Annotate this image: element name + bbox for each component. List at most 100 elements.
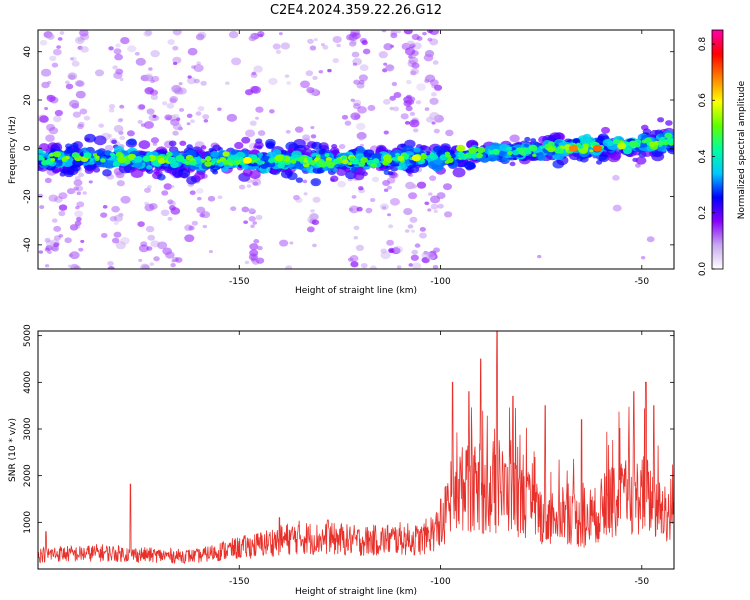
spectrogram-cell <box>379 203 389 211</box>
spectrogram-cell <box>597 135 604 141</box>
spectrogram-cell <box>78 247 84 252</box>
spectrogram-cell <box>53 242 60 248</box>
spectrogram-cell <box>409 111 416 116</box>
spectrogram-cell <box>161 190 169 196</box>
spectrogram-cell <box>169 98 177 104</box>
spectrogram-cell <box>250 224 255 228</box>
spectrogram-cell <box>127 138 137 146</box>
spectrogram-cell <box>172 123 182 130</box>
spectrogram-cell <box>145 225 155 233</box>
spectrogram-cell <box>217 107 222 111</box>
spectrogram-cell <box>68 99 80 108</box>
spectrogram-cell <box>437 203 444 209</box>
spectrogram-cell <box>79 108 88 115</box>
spectrogram-cell <box>179 107 185 112</box>
spectrogram-cell <box>82 191 87 195</box>
spectrogram-cell <box>58 210 66 217</box>
colorbar-tick-label: 0.2 <box>698 206 708 220</box>
snr-y-tick-label: 5000 <box>23 324 33 347</box>
spectrogram-cell <box>74 210 84 218</box>
snr-y-tick-label: 3000 <box>23 417 33 440</box>
spectrogram-cell <box>111 205 120 213</box>
spectrogram-cell <box>349 156 356 161</box>
colorbar-frame <box>711 29 724 270</box>
spectrogram-cell <box>186 176 198 185</box>
spectrogram-cell <box>537 254 542 259</box>
spectrogram-cell <box>116 180 125 187</box>
spectrogram-cell <box>383 43 393 51</box>
spectrogram-cell <box>113 221 119 226</box>
spectrogram-cell <box>202 114 210 120</box>
spectrogram-cell <box>242 168 253 177</box>
spectrogram-cell <box>257 245 263 251</box>
spectrogram-cell <box>428 192 433 196</box>
spectrogram-cell <box>554 147 563 154</box>
spectrogram-cell <box>234 141 244 150</box>
spectrogram-cell <box>245 129 256 138</box>
spectrogram-cell <box>196 196 202 201</box>
spectrogram-cell <box>44 177 52 184</box>
spectrogram-cell <box>429 38 439 46</box>
spectrogram-cell <box>577 144 584 149</box>
spectrogram-cell <box>45 240 55 247</box>
spectrogram-cell <box>113 71 123 80</box>
spectrogram-cell <box>108 108 115 113</box>
spectrogram-cell <box>253 239 260 244</box>
spectrogram-cell <box>140 123 146 127</box>
spectrogram-cell <box>251 155 258 161</box>
spectrogram-cell <box>241 136 251 144</box>
spectrogram-cell <box>424 201 430 206</box>
spectrogram-cell <box>457 153 465 159</box>
spectrogram-cell <box>212 144 221 152</box>
spectrogram-cell <box>302 134 311 141</box>
spectrogram-cell <box>193 78 200 84</box>
spectrogram-cell <box>411 184 418 189</box>
spectrogram-cell <box>175 117 181 121</box>
spectrogram-cell <box>170 161 179 169</box>
spectrogram-cell <box>383 170 390 176</box>
spectrogram-cell <box>120 237 130 245</box>
spectrogram-cell <box>127 45 137 53</box>
spectrogram-cell <box>355 244 365 252</box>
spectrogram-cell <box>498 150 507 157</box>
spectrogram-cell <box>524 136 531 142</box>
spectrogram-cell <box>102 169 112 177</box>
spectrogram-cell <box>272 43 281 50</box>
spectrogram-cell <box>427 37 433 42</box>
spectrogram-cell <box>79 30 89 37</box>
spectrogram-cell <box>69 251 80 260</box>
spectrogram-cell <box>307 38 314 44</box>
spectrogram-cell <box>172 256 179 263</box>
spectrogram-cell <box>412 262 422 269</box>
spectrogram-cell <box>200 158 206 163</box>
spectrogram-cell <box>275 49 282 55</box>
spectrogram-cell <box>464 161 476 170</box>
spectrogram-cell <box>188 225 195 231</box>
spectrogram-cell <box>295 197 303 203</box>
spectrogram-cell <box>145 73 153 80</box>
spectrogram-cell <box>640 124 649 131</box>
spectrogram-cell <box>487 154 498 162</box>
spectrogram-cell <box>255 106 264 113</box>
spectrogram-cell <box>150 50 160 58</box>
spectrogram-cell <box>336 168 347 176</box>
spectrogram-cell <box>383 98 391 105</box>
spectrogram-cell <box>207 195 216 202</box>
snr-x-axis: -150 -100 -50 <box>229 331 649 587</box>
spectrogram-cell <box>140 241 148 247</box>
spectrogram-cell <box>419 227 426 232</box>
spectrogram-cell <box>178 82 183 86</box>
spectrogram-cell <box>144 187 151 193</box>
spectrogram-cell <box>310 134 317 139</box>
spectrogram-cell <box>73 186 79 191</box>
spectrogram-cell <box>309 45 317 51</box>
spectrogram-cell <box>113 48 122 55</box>
spectrogram-cell <box>433 247 440 253</box>
spectrogram-cell <box>279 239 289 247</box>
spectrogram-cell <box>318 149 325 155</box>
spectrogram-cell <box>59 31 65 35</box>
spectrogram-cell <box>53 225 62 232</box>
spectrogram-cell <box>100 158 106 163</box>
spectrogram-cell <box>59 171 66 177</box>
spectrogram-cell <box>389 95 396 101</box>
